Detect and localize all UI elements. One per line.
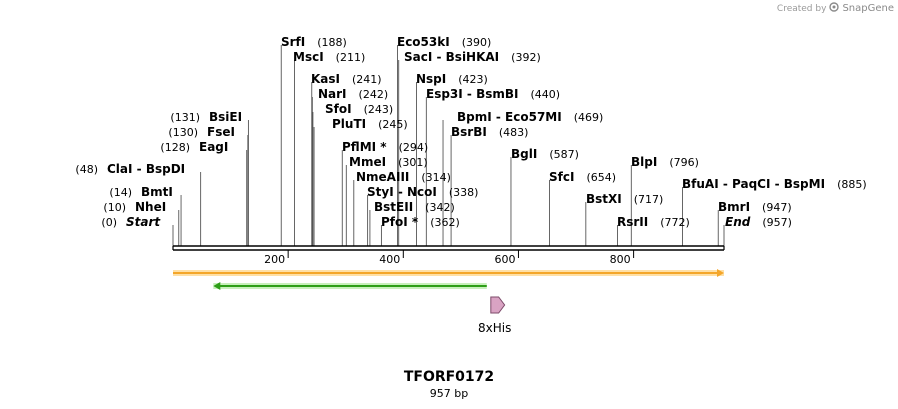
site-name-bsiei[interactable]: BsiEI xyxy=(209,110,242,124)
site-name-pflmi[interactable]: PflMI * xyxy=(342,140,387,154)
site-name-srfi[interactable]: SrfI xyxy=(281,35,305,49)
feature-8xhis[interactable]: 8xHis xyxy=(478,296,511,335)
site-name-mmei[interactable]: MmeI xyxy=(349,155,386,169)
site-name-rsrii[interactable]: RsrII xyxy=(617,215,648,229)
site-position-sfoi: (243) xyxy=(364,103,394,116)
site-position-sfci: (654) xyxy=(586,171,616,184)
site-position-pluti: (245) xyxy=(378,118,408,131)
site-position-bstxi: (717) xyxy=(634,193,664,206)
site-position-eco53ki: (390) xyxy=(462,36,492,49)
site-name-esp3i-bsmbi[interactable]: Esp3I - BsmBI xyxy=(426,87,518,101)
snapgene-logo-icon xyxy=(829,2,840,15)
site-position-srfi: (188) xyxy=(317,36,347,49)
site-position-bsiei: (131) xyxy=(170,111,200,124)
ruler-label-800: 800 xyxy=(610,253,631,266)
features: 8xHis xyxy=(173,269,724,335)
site-name-blpi[interactable]: BlpI xyxy=(631,155,657,169)
site-name-bstxi[interactable]: BstXI xyxy=(586,192,622,206)
feature-8xhis-arrow xyxy=(490,296,506,314)
site-name-pluti[interactable]: PluTI xyxy=(332,117,366,131)
site-position-nspi: (423) xyxy=(458,73,488,86)
site-name-bfuai-paqci-bspmi[interactable]: BfuAI - PaqCI - BspMI xyxy=(682,177,825,191)
site-position-end: (957) xyxy=(762,216,792,229)
site-name-eco53ki[interactable]: Eco53kI xyxy=(397,35,450,49)
site-name-msci[interactable]: MscI xyxy=(293,50,324,64)
site-position-nmeaiii: (314) xyxy=(421,171,451,184)
site-position-msci: (211) xyxy=(336,51,366,64)
site-lines xyxy=(172,45,725,246)
site-name-nari[interactable]: NarI xyxy=(318,87,347,101)
site-position-eagi: (128) xyxy=(160,141,190,154)
site-labels: Start (0) NheI (10) BmtI (14) ClaI - BspDI (48)… xyxy=(75,35,866,229)
site-position-nhei: (10) xyxy=(103,201,126,214)
site-position-bgli: (587) xyxy=(549,148,579,161)
sequence-name: TFORF0172 xyxy=(403,369,495,385)
feature-orf-full[interactable] xyxy=(173,269,724,277)
site-name-pfoi[interactable]: PfoI * xyxy=(381,215,419,229)
ruler-label-600: 600 xyxy=(494,253,515,266)
site-name-saci-bsihkai[interactable]: SacI - BsiHKAI xyxy=(404,50,499,64)
site-name-end[interactable]: End xyxy=(725,215,751,229)
site-position-pflmi: (294) xyxy=(399,141,429,154)
sequence-length: 957 bp xyxy=(429,387,469,400)
ruler-label-400: 400 xyxy=(379,253,400,266)
feature-orf-reverse-arrowhead xyxy=(213,282,221,290)
site-name-kasi[interactable]: KasI xyxy=(311,72,340,86)
site-position-clai-bspdi: (48) xyxy=(75,163,98,176)
site-name-bsteii[interactable]: BstEII xyxy=(374,200,413,214)
credit-brand: SnapGene xyxy=(842,3,894,14)
site-name-start[interactable]: Start xyxy=(126,215,161,229)
site-name-bmri[interactable]: BmrI xyxy=(718,200,750,214)
site-position-pfoi: (362) xyxy=(430,216,460,229)
site-position-nari: (242) xyxy=(359,88,389,101)
backbone xyxy=(172,245,725,251)
site-name-bmti[interactable]: BmtI xyxy=(141,185,173,199)
site-name-sfci[interactable]: SfcI xyxy=(549,170,574,184)
site-position-rsrii: (772) xyxy=(660,216,690,229)
site-position-bsrbi: (483) xyxy=(499,126,529,139)
site-name-nmeaiii[interactable]: NmeAIII xyxy=(356,170,409,184)
site-name-fsei[interactable]: FseI xyxy=(207,125,235,139)
feature-8xhis-label: 8xHis xyxy=(478,321,511,335)
site-name-styi-ncoi[interactable]: StyI - NcoI xyxy=(367,185,437,199)
site-position-bmti: (14) xyxy=(109,186,132,199)
site-name-bgli[interactable]: BglI xyxy=(511,147,537,161)
credit-prefix: Created by xyxy=(776,3,827,14)
site-name-nspi[interactable]: NspI xyxy=(416,72,446,86)
site-position-styi-ncoi: (338) xyxy=(449,186,479,199)
site-name-sfoi[interactable]: SfoI xyxy=(325,102,352,116)
feature-orf-full-arrowhead xyxy=(717,269,724,277)
site-position-saci-bsihkai: (392) xyxy=(511,51,541,64)
site-position-esp3i-bsmbi: (440) xyxy=(530,88,560,101)
site-name-eagi[interactable]: EagI xyxy=(199,140,228,154)
site-position-bmri: (947) xyxy=(762,201,792,214)
snapgene-credit: Created by SnapGene xyxy=(777,2,894,15)
site-name-nhei[interactable]: NheI xyxy=(135,200,166,214)
site-name-bsrbi[interactable]: BsrBI xyxy=(451,125,487,139)
ruler-label-200: 200 xyxy=(264,253,285,266)
site-position-blpi: (796) xyxy=(669,156,699,169)
site-name-clai-bspdi[interactable]: ClaI - BspDI xyxy=(107,162,185,176)
feature-orf-reverse[interactable] xyxy=(213,282,487,290)
site-position-bpmi-eco57mi: (469) xyxy=(574,111,604,124)
site-position-mmei: (301) xyxy=(398,156,428,169)
site-position-bsteii: (342) xyxy=(425,201,455,214)
site-position-bfuai-paqci-bspmi: (885) xyxy=(837,178,867,191)
ruler: 200 400 600 800 xyxy=(264,250,635,266)
site-position-fsei: (130) xyxy=(168,126,198,139)
site-position-kasi: (241) xyxy=(352,73,382,86)
site-name-bpmi-eco57mi[interactable]: BpmI - Eco57MI xyxy=(457,110,562,124)
site-position-start: (0) xyxy=(101,216,117,229)
